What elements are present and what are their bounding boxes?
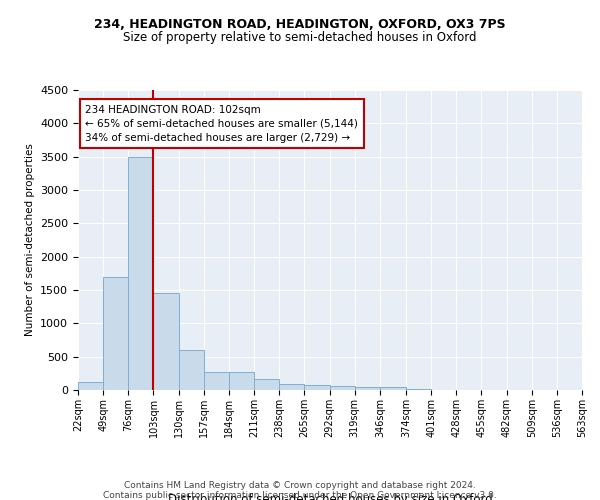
Text: 234 HEADINGTON ROAD: 102sqm
← 65% of semi-detached houses are smaller (5,144)
34: 234 HEADINGTON ROAD: 102sqm ← 65% of sem… (85, 104, 358, 142)
Bar (380, 388, 406, 390)
Y-axis label: Number of semi-detached properties: Number of semi-detached properties (25, 144, 35, 336)
Text: Contains HM Land Registry data © Crown copyright and database right 2024.: Contains HM Land Registry data © Crown c… (124, 481, 476, 490)
Text: Size of property relative to semi-detached houses in Oxford: Size of property relative to semi-detach… (123, 31, 477, 44)
X-axis label: Distribution of semi-detached houses by size in Oxford: Distribution of semi-detached houses by … (167, 492, 493, 500)
Bar (304, 384, 329, 390)
Bar (329, 386, 355, 390)
Bar (254, 380, 279, 390)
Bar (204, 372, 229, 390)
Text: Contains public sector information licensed under the Open Government Licence v3: Contains public sector information licen… (103, 491, 497, 500)
Bar (355, 386, 380, 390)
Bar (179, 350, 204, 390)
Bar (78, 382, 103, 390)
Bar (154, 294, 179, 390)
Text: 234, HEADINGTON ROAD, HEADINGTON, OXFORD, OX3 7PS: 234, HEADINGTON ROAD, HEADINGTON, OXFORD… (94, 18, 506, 30)
Bar (229, 372, 254, 390)
Bar (128, 156, 154, 390)
Bar (279, 384, 304, 390)
Bar (406, 389, 431, 390)
Bar (103, 276, 128, 390)
